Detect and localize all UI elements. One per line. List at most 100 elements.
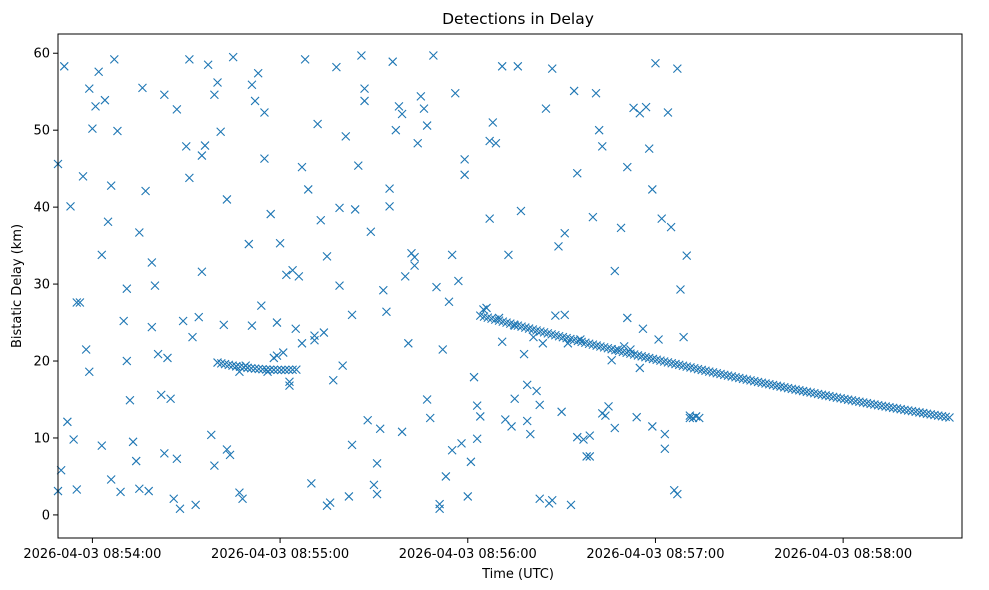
track-point <box>813 389 823 399</box>
track-point <box>896 404 906 414</box>
data-point <box>507 422 516 431</box>
data-point <box>328 375 338 385</box>
data-point <box>397 427 407 437</box>
data-point <box>557 407 567 417</box>
data-point <box>660 444 670 454</box>
data-point <box>432 282 441 292</box>
data-point <box>69 435 79 444</box>
data-point <box>172 454 182 464</box>
data-point <box>419 104 429 114</box>
track-point <box>768 380 778 390</box>
track-point <box>915 408 924 417</box>
x-axis-label: Time (UTC) <box>481 567 554 582</box>
data-point <box>469 372 479 382</box>
data-point <box>663 108 673 117</box>
data-point <box>191 500 201 510</box>
data-point <box>88 124 97 134</box>
data-point <box>585 431 595 441</box>
data-point <box>197 267 207 277</box>
data-point <box>125 395 135 405</box>
data-point <box>319 328 329 337</box>
data-point <box>281 270 291 280</box>
data-point <box>657 214 667 224</box>
data-point <box>244 239 254 249</box>
data-point <box>147 258 157 267</box>
track-point <box>839 394 849 404</box>
axes: 2026-04-03 08:54:00 2026-04-03 08:55:00 20… <box>23 33 963 562</box>
data-point <box>156 390 166 400</box>
data-point <box>141 186 150 196</box>
data-point <box>347 440 357 450</box>
data-point <box>460 155 470 164</box>
data-point <box>335 203 344 213</box>
data-point <box>285 377 294 387</box>
data-point <box>463 492 473 501</box>
data-point <box>338 361 348 371</box>
data-point <box>441 472 451 481</box>
track-point <box>806 388 815 397</box>
data-point <box>610 266 620 276</box>
data-point <box>260 108 269 117</box>
data-point <box>378 285 388 295</box>
data-point <box>394 101 404 111</box>
track-point <box>900 405 909 415</box>
track-point <box>723 371 733 381</box>
data-point <box>128 437 138 447</box>
track-point <box>881 402 891 411</box>
data-point <box>310 331 319 341</box>
x-tick-label: 2026-04-03 08:56:00 <box>399 547 537 562</box>
data-point <box>532 386 541 396</box>
data-point <box>103 217 113 227</box>
data-point <box>450 88 460 98</box>
track-point <box>828 392 838 402</box>
data-point <box>247 80 257 90</box>
data-point <box>447 250 457 260</box>
track-point <box>269 365 279 375</box>
data-point <box>372 489 382 499</box>
track-point <box>911 407 921 417</box>
plot-background <box>58 34 962 538</box>
data-point <box>219 320 229 330</box>
data-point <box>285 381 294 391</box>
data-point <box>594 125 604 135</box>
track-point <box>802 387 812 397</box>
data-point <box>422 121 432 130</box>
data-point <box>541 104 551 114</box>
data-point <box>197 151 207 160</box>
track-point <box>246 363 256 373</box>
track-point <box>231 361 241 371</box>
data-point <box>607 355 617 365</box>
track-point <box>847 396 857 405</box>
data-point <box>350 205 360 214</box>
data-point <box>588 212 598 222</box>
data-point <box>475 412 485 421</box>
data-point <box>360 84 369 94</box>
data-point <box>579 435 588 444</box>
data-point <box>582 452 592 461</box>
data-point <box>184 55 194 64</box>
track-point <box>824 391 834 401</box>
y-tick-label: 0 <box>42 508 50 523</box>
data-point <box>62 417 72 427</box>
data-point <box>206 430 216 440</box>
data-point <box>488 118 498 127</box>
data-point <box>222 195 232 204</box>
track-point <box>761 379 770 388</box>
data-point <box>666 222 676 232</box>
data-point <box>341 131 351 141</box>
data-point <box>228 52 238 62</box>
track-point <box>783 383 793 393</box>
axes-frame <box>57 33 963 539</box>
data-point <box>188 332 197 342</box>
data-point <box>344 492 354 501</box>
data-point <box>504 250 513 260</box>
track-point <box>746 376 755 385</box>
data-point <box>106 475 116 484</box>
track-point <box>749 376 759 386</box>
data-point <box>272 351 282 361</box>
data-point <box>94 67 104 77</box>
track-point <box>753 377 763 387</box>
data-point <box>159 448 169 458</box>
data-point <box>97 441 107 451</box>
